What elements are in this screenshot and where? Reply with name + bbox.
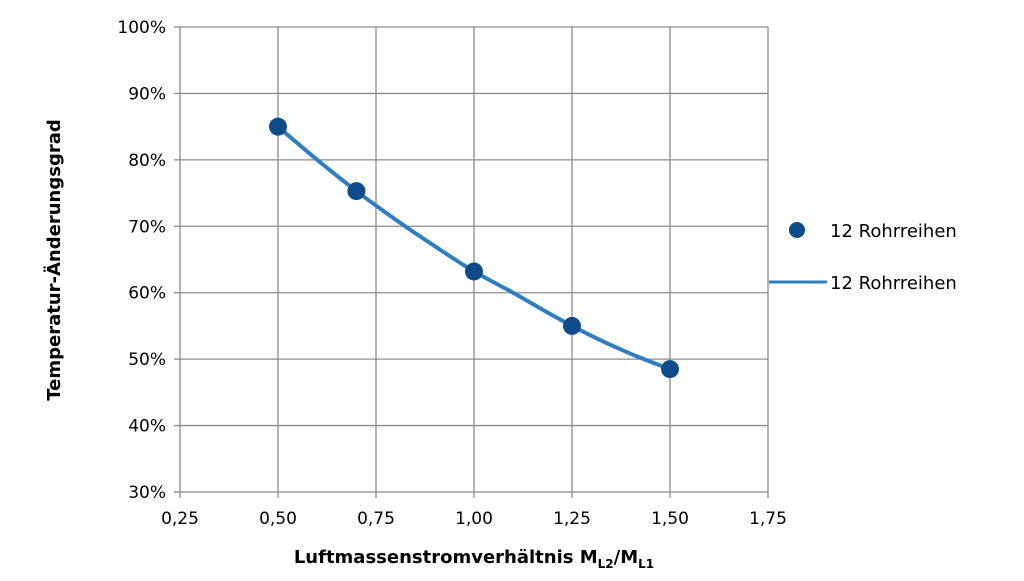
x-axis-title: Luftmassenstromverhältnis ML2/ML1 [294,547,654,571]
x-axis-title-main: Luftmassenstromverhältnis M [294,547,598,568]
data-point [661,360,679,379]
y-tick-label: 100% [117,18,166,38]
data-point [563,316,581,335]
data-point [269,117,287,136]
x-tick-label: 1,25 [553,509,591,529]
x-tick-label: 0,75 [357,509,395,529]
x-tick-label: 1,00 [455,509,493,529]
x-axis-title-sub2: L1 [638,557,654,571]
legend-marker-swatch [789,222,805,238]
x-tick-label: 1,50 [651,509,689,529]
data-point [465,262,483,281]
x-tick-label: 1,75 [749,509,787,529]
y-tick-label: 40% [128,417,166,437]
data-point [347,182,366,201]
y-tick-label: 90% [128,84,166,104]
x-tick-label: 0,25 [161,509,199,529]
y-tick-label: 50% [128,350,166,370]
y-tick-label: 70% [128,217,166,237]
x-axis-title-sep: /M [614,547,639,568]
y-axis-title: Temperatur-Änderungsgrad [43,119,65,400]
y-tick-label: 30% [128,483,166,503]
x-tick-label: 0,50 [259,509,297,529]
y-tick-label: 60% [128,284,166,304]
legend: 12 Rohrreihen 12 Rohrreihen [769,221,957,294]
y-tick-label: 80% [128,151,166,171]
legend-label-markers: 12 Rohrreihen [830,221,957,242]
x-axis-title-sub1: L2 [598,557,614,571]
legend-label-line: 12 Rohrreihen [830,273,957,294]
